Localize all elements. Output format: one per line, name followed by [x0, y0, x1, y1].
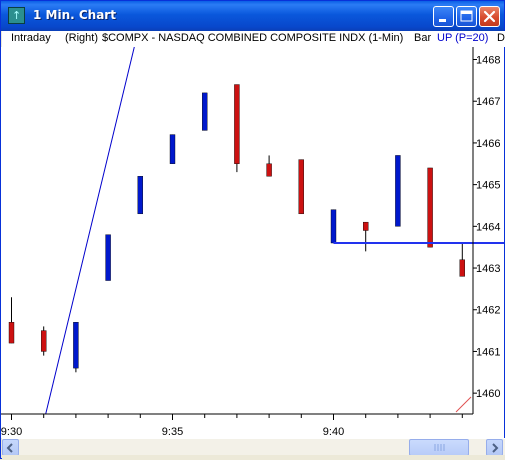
arrow-right-icon	[492, 443, 499, 453]
bar-body-9:33	[105, 234, 111, 281]
scroll-thumb[interactable]	[409, 439, 469, 456]
title-bar[interactable]: ↑ 1 Min. Chart	[1, 1, 504, 31]
chart-style-label: Bar	[414, 32, 432, 44]
bar-body-9:39	[298, 159, 304, 215]
price-tick-label-1465: 1465	[476, 180, 500, 192]
plot-area	[8, 47, 504, 415]
price-tick-label-1464: 1464	[476, 221, 500, 233]
price-tick-label-1462: 1462	[476, 305, 500, 317]
chart-info-bar: Intraday (Right) $COMPX - NASDAQ COMBINE…	[2, 31, 505, 47]
bar-body-9:44	[459, 259, 465, 277]
price-chart[interactable]: 1460 1461 1462 1463 1464 1465 1466 1467 1468 9:3…	[1, 47, 504, 438]
bar-body-9:34	[137, 176, 144, 215]
time-tick-label-9:40: 9:40	[323, 426, 344, 438]
maximize-button[interactable]	[456, 6, 477, 27]
trend-line	[45, 47, 135, 415]
corner-marker	[455, 396, 472, 413]
minimize-button[interactable]	[433, 6, 454, 27]
time-tick-label-9:35: 9:35	[162, 426, 183, 438]
close-button[interactable]	[479, 6, 500, 27]
bar-body-9:35	[169, 134, 176, 164]
bar-body-9:32	[73, 322, 79, 369]
status-strip	[2, 455, 505, 459]
price-tick-label-1463: 1463	[476, 263, 500, 275]
price-tick-label-1461: 1461	[476, 346, 500, 358]
close-icon	[483, 10, 496, 23]
window-title: 1 Min. Chart	[33, 8, 116, 22]
price-tick-label-1467: 1467	[476, 96, 500, 108]
time-tick-label-9:30: 9:30	[1, 426, 22, 438]
bar-body-9:37	[234, 84, 240, 164]
arrow-left-icon	[6, 443, 13, 453]
price-tick-label-1466: 1466	[476, 138, 500, 150]
time-axis: 9:30 9:35 9:40	[1, 413, 473, 438]
bar-body-9:41	[363, 221, 369, 231]
maximize-icon	[460, 10, 473, 22]
price-tick-label-1468: 1468	[476, 55, 500, 67]
minimize-icon	[439, 19, 446, 22]
grip-icon	[434, 444, 445, 451]
bar-body-9:38	[266, 163, 272, 177]
bar-body-9:30	[8, 322, 15, 344]
chart-mode-label: Intraday	[11, 32, 51, 44]
scroll-right-button[interactable]	[486, 439, 503, 456]
bar-body-9:31	[41, 330, 47, 352]
bar-body-9:36	[201, 92, 208, 131]
price-axis: 1460 1461 1462 1463 1464 1465 1466 1467 1468	[472, 47, 500, 414]
chart-app-icon[interactable]: ↑	[8, 7, 25, 24]
truncated-label: D	[497, 32, 505, 44]
bar-body-9:40	[330, 209, 337, 244]
indicator-label: UP (P=20)	[437, 32, 489, 44]
scroll-left-button[interactable]	[2, 439, 19, 456]
axis-side-label: (Right)	[65, 32, 99, 44]
symbol-label: $COMPX - NASDAQ COMBINED COMPOSITE INDX …	[102, 32, 404, 44]
horizontal-scrollbar[interactable]	[2, 438, 505, 456]
bar-body-9:43	[427, 167, 433, 248]
price-tick-label-1460: 1460	[476, 388, 500, 400]
bar-body-9:42	[395, 155, 401, 227]
